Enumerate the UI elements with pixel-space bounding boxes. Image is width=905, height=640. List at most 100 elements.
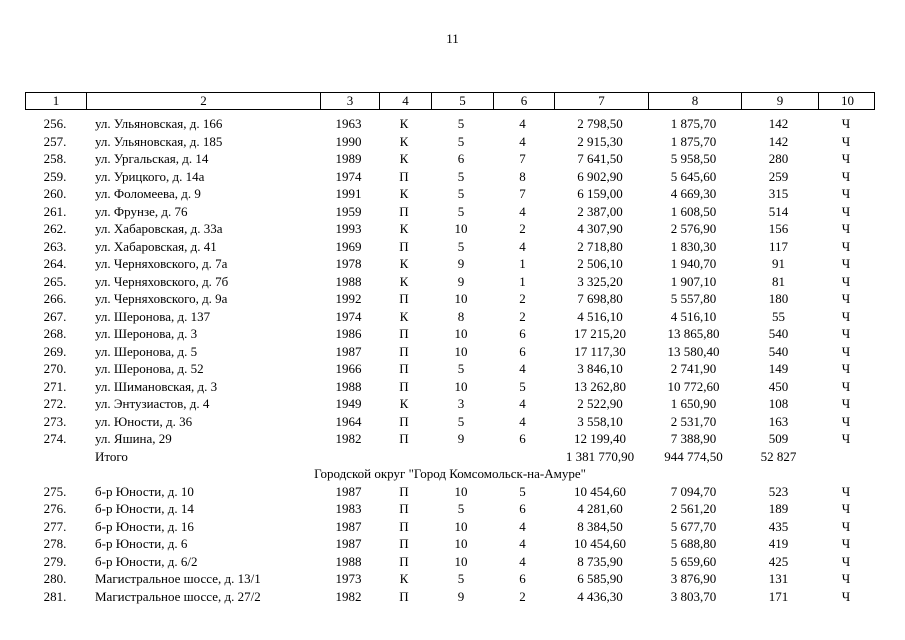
cell-num: 267. [43, 308, 67, 324]
cell-area-living: 13 580,40 [667, 343, 720, 359]
cell-mark: Ч [841, 501, 851, 516]
cell-entrances: 4 [519, 553, 526, 569]
cell-area-living: 2 531,70 [670, 413, 717, 429]
cell-floors: 5 [457, 413, 465, 429]
cell-floors: 10 [454, 326, 468, 341]
cell-num: 258. [43, 151, 67, 166]
cell-entrances: 6 [519, 431, 526, 446]
cell-material: П [399, 361, 409, 376]
cell-mark [817, 448, 875, 466]
cell-address: ул. Юности, д. 36 [95, 413, 193, 429]
cell-mark: Ч [841, 133, 851, 149]
column-header: 10 [818, 93, 876, 109]
cell-year: 1983 [335, 501, 362, 516]
cell-mark: Ч [841, 116, 851, 131]
column-header: 2 [86, 93, 320, 109]
cell-address: б-р Юности, д. 6 [95, 536, 188, 551]
cell-residents: 163 [768, 413, 789, 429]
cell-mark: Ч [841, 343, 851, 359]
cell-area-total: 3 558,10 [577, 413, 623, 429]
cell-year: 1966 [335, 361, 362, 376]
cell-area-total: 1 381 770,90 [565, 448, 635, 464]
cell-entrances: 2 [519, 588, 526, 604]
cell-year: 1987 [335, 536, 362, 551]
cell-entrances: 2 [519, 308, 526, 324]
cell-floors: 8 [457, 308, 465, 324]
table-row: 262. ул. Хабаровская, д. 33а 1993 К 10 2 4 307… [25, 220, 875, 238]
cell-entrances: 2 [519, 221, 526, 236]
cell-area-total: 7 641,50 [577, 151, 623, 166]
cell-area-total: 6 159,00 [577, 186, 623, 201]
cell-num: 260. [43, 186, 67, 201]
cell-floors: 9 [457, 273, 465, 289]
cell-area-total: 7 698,80 [577, 291, 623, 306]
table-row: 266. ул. Черняховского, д. 9а 1992 П 10 2 7 69… [25, 290, 875, 308]
cell-address: ул. Ургальская, д. 14 [95, 151, 209, 166]
cell-mark: Ч [841, 588, 851, 604]
cell-floors: 5 [457, 133, 465, 149]
cell-year: 1974 [335, 168, 362, 184]
cell-mark: Ч [841, 413, 851, 429]
cell-floors: 5 [457, 238, 465, 254]
cell-address: б-р Юности, д. 6/2 [95, 553, 198, 569]
page-number: 11 [446, 31, 459, 46]
cell-mark: Ч [841, 256, 851, 271]
cell-floors: 5 [457, 168, 465, 184]
cell-residents: 259 [768, 168, 789, 184]
table-row: 274. ул. Яшина, 29 1982 П 9 6 12 199,40 7 388,9… [25, 430, 875, 448]
cell-entrances: 5 [519, 483, 526, 499]
cell-entrances: 4 [519, 518, 526, 534]
cell-residents: 514 [768, 203, 789, 219]
cell-address: ул. Ульяновская, д. 185 [95, 133, 223, 149]
cell-residents: 108 [768, 396, 789, 411]
cell-mark: Ч [841, 308, 851, 324]
cell-floors: 10 [454, 221, 468, 236]
cell-area-living: 7 094,70 [670, 483, 717, 499]
table-row: 272. ул. Энтузиастов, д. 4 1949 К 3 4 2 522,90… [25, 395, 875, 413]
cell-num: 265. [43, 273, 67, 289]
cell-year [319, 448, 378, 466]
cell-address: ул. Черняховского, д. 7б [95, 273, 229, 289]
cell-material: К [399, 256, 409, 271]
cell-year: 1988 [335, 273, 362, 289]
cell-residents: 425 [768, 553, 789, 569]
cell-floors: 5 [457, 361, 465, 376]
column-header: 6 [493, 93, 554, 109]
cell-entrances: 5 [519, 378, 526, 394]
cell-num: 277. [43, 518, 67, 534]
cell-area-total: 4 516,10 [577, 308, 623, 324]
cell-address: ул. Шеронова, д. 137 [95, 308, 211, 324]
cell-floors: 10 [454, 536, 468, 551]
cell-area-living: 3 876,90 [670, 571, 717, 586]
table-row: 267. ул. Шеронова, д. 137 1974 К 8 2 4 516,10 4… [25, 308, 875, 326]
cell-area-living: 2 741,90 [670, 361, 717, 376]
cell-material: П [399, 168, 409, 184]
cell-mark: Ч [841, 553, 851, 569]
cell-year: 1963 [335, 116, 362, 131]
cell-area-total: 6 585,90 [577, 571, 623, 586]
cell-year: 1993 [335, 221, 362, 236]
cell-floors: 10 [454, 378, 468, 394]
cell-address: ул. Энтузиастов, д. 4 [95, 396, 210, 411]
cell-num: 271. [43, 378, 67, 394]
table-row: 270. ул. Шеронова, д. 52 1966 П 5 4 3 846,10 2 … [25, 360, 875, 378]
cell-num: 280. [43, 571, 67, 586]
cell-area-living: 7 388,90 [670, 431, 717, 446]
cell-entrances: 4 [519, 238, 526, 254]
cell-residents: 81 [772, 273, 785, 289]
cell-residents: 142 [768, 133, 789, 149]
cell-area-total: 10 454,60 [574, 483, 626, 499]
cell-year: 1969 [335, 238, 362, 254]
cell-residents: 52 827 [760, 448, 797, 464]
cell-floors: 5 [457, 203, 465, 219]
cell-num: 279. [43, 553, 67, 569]
cell-year: 1992 [335, 291, 362, 306]
column-header: 4 [379, 93, 431, 109]
cell-area-total: 2 387,00 [577, 203, 623, 219]
cell-area-living: 3 803,70 [670, 588, 717, 604]
cell-area-living: 5 557,80 [670, 291, 717, 306]
cell-material: П [399, 343, 409, 359]
cell-residents: 280 [768, 151, 789, 166]
cell-material: П [399, 483, 409, 499]
cell-entrances: 4 [519, 413, 526, 429]
